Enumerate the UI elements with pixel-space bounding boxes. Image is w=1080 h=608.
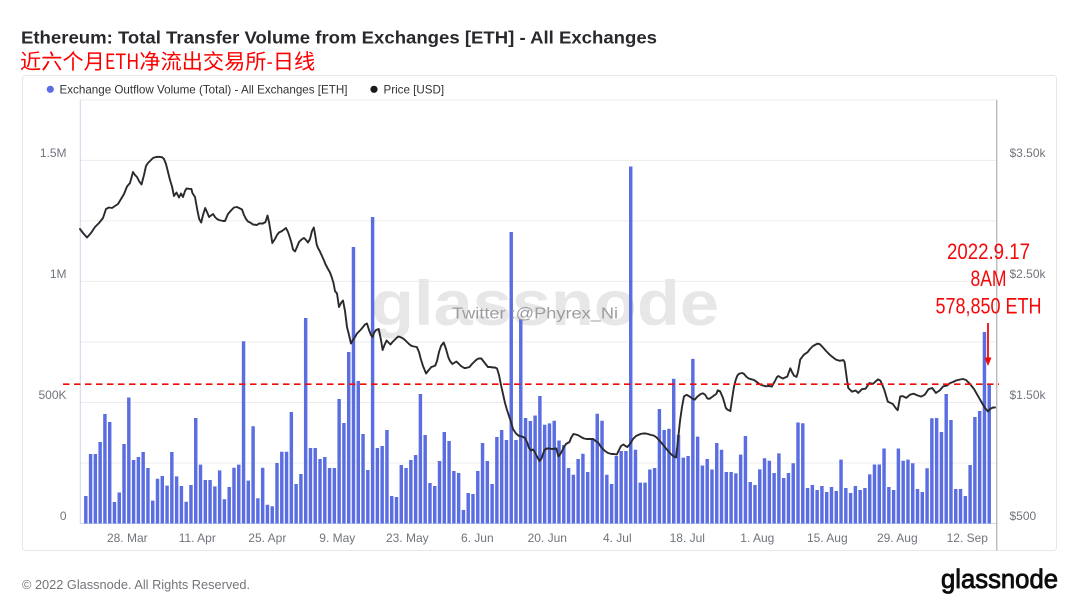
svg-text:8AM: 8AM <box>971 266 1007 291</box>
svg-text:2022.9.17: 2022.9.17 <box>947 239 1030 264</box>
svg-text:11. Apr: 11. Apr <box>179 531 216 545</box>
svg-text:Price [USD]: Price [USD] <box>384 83 445 96</box>
svg-text:4. Jul: 4. Jul <box>603 531 632 545</box>
svg-text:$2.50k: $2.50k <box>1010 267 1047 281</box>
svg-text:glassnode: glassnode <box>371 269 719 339</box>
svg-text:Ethereum: Total Transfer Volum: Ethereum: Total Transfer Volume from Exc… <box>21 28 657 48</box>
svg-text:20. Jun: 20. Jun <box>528 531 567 545</box>
svg-text:500K: 500K <box>38 388 66 402</box>
svg-text:Exchange Outflow Volume (Total: Exchange Outflow Volume (Total) - All Ex… <box>60 83 348 96</box>
svg-text:1M: 1M <box>50 267 67 281</box>
svg-text:578,850 ETH: 578,850 ETH <box>936 294 1042 319</box>
svg-text:23. May: 23. May <box>386 531 429 545</box>
svg-text:9. May: 9. May <box>319 531 355 545</box>
svg-text:25. Apr: 25. Apr <box>248 531 286 545</box>
svg-text:1.5M: 1.5M <box>40 146 67 160</box>
svg-text:1. Aug: 1. Aug <box>740 531 774 545</box>
svg-text:29. Aug: 29. Aug <box>877 531 918 545</box>
svg-text:0: 0 <box>60 509 67 523</box>
svg-text:glassnode: glassnode <box>941 564 1058 594</box>
svg-text:$500: $500 <box>1010 509 1037 523</box>
svg-text:12. Sep: 12. Sep <box>947 531 989 545</box>
svg-text:18. Jul: 18. Jul <box>670 531 705 545</box>
svg-text:Twitter :@Phyrex_Ni: Twitter :@Phyrex_Ni <box>452 306 618 323</box>
svg-text:6. Jun: 6. Jun <box>461 531 494 545</box>
svg-text:© 2022 Glassnode. All Rights R: © 2022 Glassnode. All Rights Reserved. <box>22 578 250 592</box>
svg-text:$1.50k: $1.50k <box>1010 388 1047 402</box>
svg-text:$3.50k: $3.50k <box>1010 146 1047 160</box>
svg-text:28. Mar: 28. Mar <box>107 531 148 545</box>
svg-text:15. Aug: 15. Aug <box>807 531 848 545</box>
